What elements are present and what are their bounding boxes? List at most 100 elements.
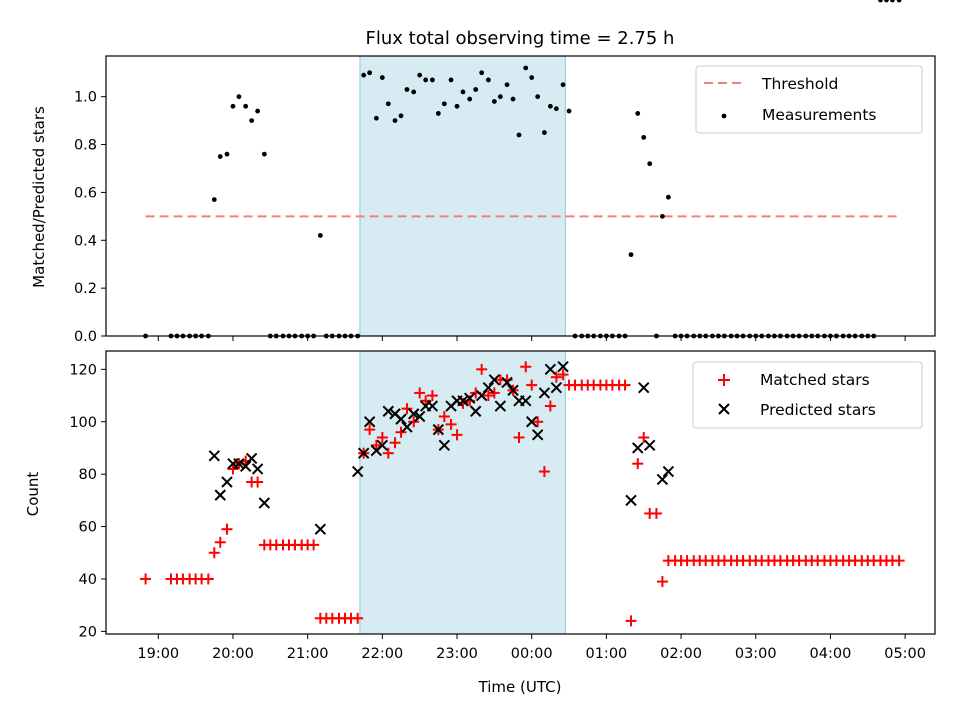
measurement-point	[566, 108, 572, 114]
measurement-point	[404, 87, 410, 92]
predicted-star-point	[544, 363, 557, 376]
predicted-star-point	[643, 439, 656, 452]
measurement-point	[510, 96, 516, 102]
measurement-point	[317, 233, 323, 238]
measurement-point	[249, 118, 255, 124]
matched-star-point	[513, 431, 525, 443]
top-legend-box	[695, 65, 923, 134]
predicted-star-point	[464, 392, 476, 404]
ratio-panel: 0.0 0.2 0.4 0.6 0.8 1.0 Matched/Predicted sta…	[30, 0, 936, 345]
measurement-point	[473, 87, 479, 92]
matched-star-point	[395, 426, 407, 438]
measurement-point	[429, 77, 435, 83]
bottom-legend: Matched stars Predicted stars	[692, 361, 923, 429]
measurement-point	[255, 108, 261, 114]
x-tick-label: 04:00	[810, 646, 852, 662]
matched-star-point	[401, 403, 413, 415]
matched-star-point	[544, 400, 556, 412]
predicted-star-point	[520, 395, 532, 407]
measurement-point	[211, 197, 217, 202]
predicted-star-point	[357, 447, 370, 459]
measurement-point	[411, 89, 417, 95]
measurement-point	[560, 82, 566, 88]
bottom-y-tick-label: 80	[79, 467, 97, 483]
predicted-star-point	[221, 476, 233, 488]
measurement-point	[379, 75, 385, 80]
matched-star-point	[252, 476, 264, 488]
bottom-y-tick-label: 40	[79, 572, 97, 588]
matched-star-point	[488, 387, 500, 399]
measurement-point	[217, 154, 223, 159]
predicted-star-point	[426, 400, 439, 412]
predicted-star-point	[507, 384, 519, 397]
bottom-legend-box	[692, 361, 923, 429]
measurement-point	[497, 94, 503, 100]
legend-matched-marker	[718, 374, 730, 386]
measurement-point	[504, 82, 510, 88]
measurement-point	[535, 94, 541, 100]
matched-star-point	[370, 439, 382, 451]
bottom-y-axis-label: Count	[24, 472, 42, 517]
x-tick-label: 19:00	[137, 646, 179, 662]
count-panel: 20 40 60 80 100 120 19:00 20:00 21:00 22:00 23:00…	[24, 350, 936, 696]
predicted-star-point	[531, 429, 544, 441]
measurement-point	[878, 0, 883, 3]
matched-star-point	[638, 431, 650, 443]
matched-star-point	[426, 390, 438, 402]
predicted-star-point	[233, 457, 245, 470]
predicted-star-point	[239, 460, 252, 473]
measurement-point	[261, 151, 267, 157]
measurement-point	[373, 115, 379, 121]
matched-star-point	[451, 429, 463, 441]
predicted-star-point	[494, 400, 507, 412]
matched-star-point	[408, 416, 420, 428]
measurement-point	[230, 103, 236, 109]
measurement-point	[884, 0, 889, 3]
top-y-axis-ticks: 0.0 0.2 0.4 0.6 0.8 1.0	[74, 90, 106, 345]
matched-star-point	[632, 458, 644, 470]
measurement-point	[236, 94, 242, 100]
matched-star-point	[227, 463, 239, 475]
measurement-point	[516, 132, 522, 138]
matched-star-point	[140, 573, 152, 585]
measurement-point	[896, 0, 902, 3]
matched-star-point	[538, 466, 550, 478]
observing-window-shade-bottom	[359, 350, 566, 635]
matched-star-point	[625, 615, 637, 627]
legend-measurements-marker	[721, 113, 727, 119]
legend-predicted-label: Predicted stars	[760, 401, 876, 419]
matched-star-point	[420, 395, 432, 407]
measurement-point	[361, 72, 367, 78]
predicted-star-point	[251, 463, 264, 475]
x-tick-label: 00:00	[511, 646, 553, 662]
predicted-star-point	[538, 387, 551, 399]
x-axis-label: Time (UTC)	[478, 678, 562, 696]
matched-star-point	[656, 576, 668, 588]
measurement-point	[460, 89, 466, 95]
predicted-star-point	[501, 376, 513, 389]
predicted-star-point	[395, 413, 407, 425]
matched-star-point	[482, 390, 494, 402]
measurement-point	[641, 134, 647, 140]
predicted-star-point	[407, 408, 420, 420]
x-tick-label: 22:00	[361, 646, 403, 662]
predicted-star-point	[376, 439, 389, 452]
chart-title: Flux total observing time = 2.75 h	[366, 28, 675, 49]
matched-star-point	[382, 447, 394, 459]
bottom-y-tick-label: 120	[69, 362, 97, 378]
measurement-point	[454, 103, 460, 109]
predicted-star-point	[363, 416, 376, 428]
bottom-y-tick-label: 60	[79, 520, 97, 536]
matched-star-point	[308, 539, 320, 551]
predicted-star-points	[208, 361, 675, 535]
top-x-axis-ticks	[157, 336, 906, 341]
predicted-star-point	[432, 423, 445, 436]
measurement-point	[665, 194, 671, 200]
measurement-point	[541, 130, 547, 135]
predicted-star-point	[625, 494, 637, 507]
matched-star-point	[414, 387, 426, 399]
matched-star-point	[650, 507, 662, 519]
x-tick-label: 20:00	[212, 646, 254, 662]
matched-star-point	[893, 555, 905, 567]
